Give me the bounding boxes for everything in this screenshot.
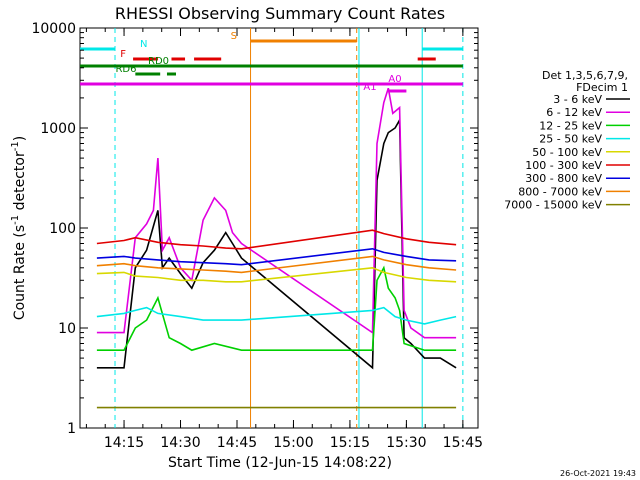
- series-line-4: [96, 266, 457, 283]
- state-bars: N F RD0 RD6 S A1 A0: [80, 31, 463, 93]
- y-tick-label-1: 10: [58, 321, 76, 337]
- legend-label-1: 6 - 12 keV: [546, 106, 602, 119]
- x-axis-label: Start Time (12-Jun-15 14:08:22): [168, 455, 392, 471]
- y-axis-label-mid: detector: [12, 151, 28, 215]
- plot-area: [79, 27, 479, 429]
- x-tick-label-3: 15:00: [273, 435, 313, 451]
- series-line-2: [96, 265, 457, 352]
- y-tick-label-0: 1: [67, 421, 76, 437]
- y-axis-label-end: ): [12, 136, 28, 141]
- y-axis-label-sup2: -1: [10, 141, 21, 151]
- y-tick-label-3: 1000: [40, 121, 76, 137]
- y-tick-label-2: 100: [49, 221, 76, 237]
- state-label-N: N: [140, 39, 147, 50]
- legend-label-7: 800 - 7000 keV: [518, 185, 602, 198]
- series-line-6: [96, 247, 457, 266]
- legend-label-4: 50 - 100 keV: [532, 146, 602, 159]
- state-label-A0: A0: [388, 74, 401, 85]
- state-label-S: S: [231, 31, 237, 42]
- x-tick-label-6: 15:45: [443, 435, 483, 451]
- series-line-3: [96, 306, 457, 325]
- x-tick-label-1: 14:30: [160, 435, 200, 451]
- legend-label-3: 25 - 50 keV: [539, 133, 602, 146]
- y-axis-label-main: Count Rate (s: [12, 225, 28, 320]
- timestamp: 26-Oct-2021 19:43: [560, 469, 636, 478]
- series-line-5: [96, 229, 457, 250]
- x-tick-label-5: 15:30: [386, 435, 426, 451]
- y-axis-label: Count Rate (s-1 detector-1): [10, 136, 28, 320]
- x-tick-label-0: 14:15: [104, 435, 144, 451]
- state-label-A1: A1: [363, 82, 376, 93]
- vertical-markers: [114, 28, 464, 428]
- y-tick-label-4: 10000: [31, 21, 76, 37]
- legend-header-1: FDecim 1: [576, 81, 628, 94]
- axes: 1 10 100 1000 10000 14:15 14:30 14:45 15:00 15:15…: [31, 21, 483, 451]
- legend-label-8: 7000 - 15000 keV: [504, 199, 602, 212]
- y-axis-label-sup: -1: [10, 215, 21, 225]
- chart-title: RHESSI Observing Summary Count Rates: [115, 4, 445, 23]
- state-label-RD6: RD6: [115, 64, 136, 75]
- series-layer: [96, 87, 457, 409]
- legend-label-6: 300 - 800 keV: [525, 172, 602, 185]
- x-tick-label-2: 14:45: [217, 435, 257, 451]
- state-label-RD0: RD0: [148, 56, 169, 67]
- legend-label-5: 100 - 300 keV: [525, 159, 602, 172]
- plot-frame: [79, 27, 479, 429]
- legend-header-0: Det 1,3,5,6,7,9,: [542, 69, 628, 82]
- legend-label-2: 12 - 25 keV: [539, 119, 602, 132]
- series-line-7: [96, 255, 457, 274]
- state-label-F: F: [120, 49, 126, 60]
- x-tick-label-4: 15:15: [330, 435, 370, 451]
- legend-label-0: 3 - 6 keV: [553, 93, 602, 106]
